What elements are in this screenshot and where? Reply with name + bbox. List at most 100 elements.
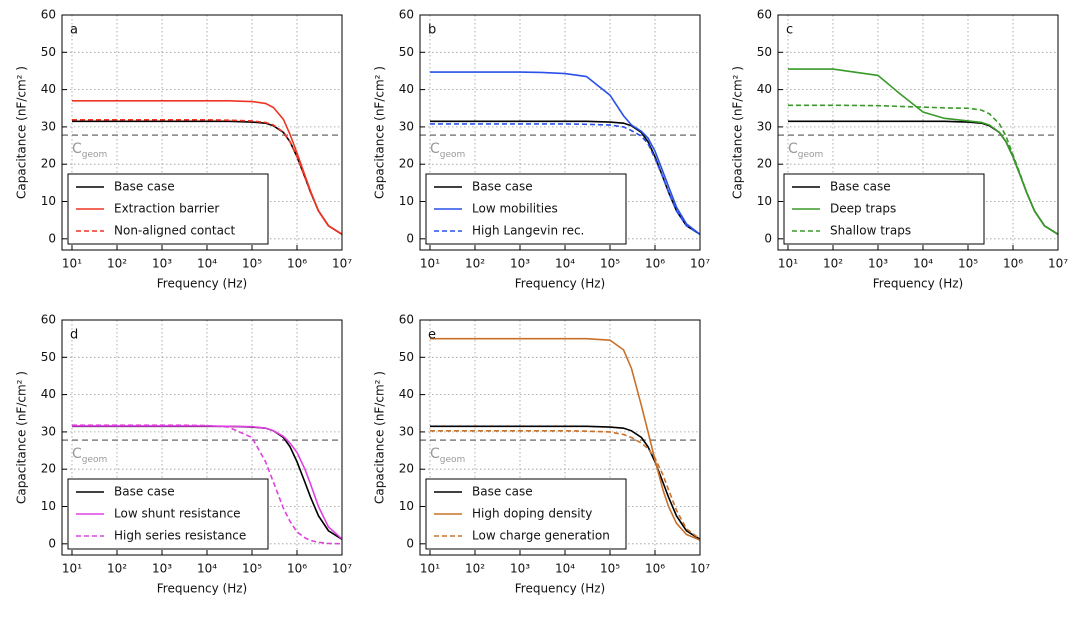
y-tick-label: 10 bbox=[399, 499, 414, 513]
y-axis-label: Capacitance (nF/cm² ) bbox=[15, 66, 29, 199]
series-line bbox=[429, 337, 701, 541]
y-tick-label: 60 bbox=[41, 313, 56, 327]
y-tick-label: 50 bbox=[41, 45, 56, 59]
x-tick-label: 10⁴ bbox=[197, 257, 217, 271]
panel: 10¹ 10² 10³ 10⁴ 10⁵ 10⁶ 10⁷ 0 10 20 30 40 50 60 Cgeom d… bbox=[15, 313, 353, 596]
x-tick-label: 10³ bbox=[868, 257, 888, 271]
y-tick-label: 60 bbox=[399, 8, 414, 22]
y-axis-label: Capacitance (nF/cm² ) bbox=[15, 371, 29, 504]
series-line bbox=[429, 429, 701, 540]
legend-label: Low shunt resistance bbox=[114, 507, 241, 521]
legend-label: Base case bbox=[472, 485, 533, 499]
y-tick-label: 60 bbox=[757, 8, 772, 22]
panel-label: e bbox=[428, 328, 436, 343]
legend-label: Shallow traps bbox=[830, 224, 911, 238]
y-axis-label: Capacitance (nF/cm² ) bbox=[373, 66, 387, 199]
x-axis-label: Frequency (Hz) bbox=[873, 277, 964, 291]
plot-frame bbox=[419, 319, 701, 556]
annotation-text: C bbox=[72, 446, 82, 462]
plot-frame bbox=[777, 14, 1059, 251]
y-tick-label: 20 bbox=[399, 157, 414, 171]
x-tick-label: 10⁶ bbox=[287, 562, 307, 576]
y-tick-label: 10 bbox=[757, 194, 772, 208]
panel-label: c bbox=[786, 23, 793, 38]
annotation: Cgeom bbox=[430, 141, 465, 160]
y-tick-label: 20 bbox=[41, 462, 56, 476]
x-tick-label: 10¹ bbox=[62, 562, 82, 576]
x-tick-label: 10⁴ bbox=[555, 562, 575, 576]
y-tick-label: 40 bbox=[757, 82, 772, 96]
y-tick-label: 10 bbox=[399, 194, 414, 208]
x-tick-label: 10³ bbox=[510, 257, 530, 271]
panel: 10¹ 10² 10³ 10⁴ 10⁵ 10⁶ 10⁷ 0 10 20 30 40 50 60 Cgeom a… bbox=[15, 8, 353, 291]
x-tick-label: 10² bbox=[107, 562, 127, 576]
x-tick-label: 10⁷ bbox=[690, 257, 710, 271]
x-tick-label: 10⁵ bbox=[600, 562, 620, 576]
panel: 10¹ 10² 10³ 10⁴ 10⁵ 10⁶ 10⁷ 0 10 20 30 40 50 60 Cgeom c… bbox=[731, 8, 1069, 291]
annotation-subscript: geom bbox=[82, 150, 108, 160]
x-tick-label: 10⁶ bbox=[645, 562, 665, 576]
y-tick-label: 20 bbox=[41, 157, 56, 171]
y-tick-label: 0 bbox=[48, 231, 56, 245]
x-tick-label: 10⁶ bbox=[645, 257, 665, 271]
annotation: Cgeom bbox=[430, 446, 465, 465]
annotation: Cgeom bbox=[72, 141, 107, 160]
series-line bbox=[429, 71, 701, 235]
x-tick-label: 10³ bbox=[152, 257, 172, 271]
x-tick-label: 10² bbox=[465, 562, 485, 576]
x-tick-label: 10⁴ bbox=[913, 257, 933, 271]
y-tick-label: 40 bbox=[41, 387, 56, 401]
panel-label: b bbox=[428, 23, 436, 38]
y-tick-label: 50 bbox=[757, 45, 772, 59]
legend-label: High series resistance bbox=[114, 529, 246, 543]
x-tick-label: 10² bbox=[465, 257, 485, 271]
y-tick-label: 30 bbox=[399, 119, 414, 133]
x-tick-label: 10⁷ bbox=[1048, 257, 1068, 271]
x-tick-label: 10⁴ bbox=[197, 562, 217, 576]
panel: 10¹ 10² 10³ 10⁴ 10⁵ 10⁶ 10⁷ 0 10 20 30 40 50 60 Cgeom e… bbox=[373, 313, 711, 596]
x-axis-label: Frequency (Hz) bbox=[157, 277, 248, 291]
annotation-subscript: geom bbox=[798, 150, 824, 160]
legend-label: Base case bbox=[114, 180, 175, 194]
x-tick-label: 10⁵ bbox=[958, 257, 978, 271]
x-axis-label: Frequency (Hz) bbox=[515, 277, 606, 291]
y-tick-label: 20 bbox=[757, 157, 772, 171]
y-tick-label: 0 bbox=[764, 231, 772, 245]
legend-label: High Langevin rec. bbox=[472, 224, 584, 238]
y-axis-label: Capacitance (nF/cm² ) bbox=[373, 371, 387, 504]
y-tick-label: 60 bbox=[399, 313, 414, 327]
x-tick-label: 10¹ bbox=[420, 257, 440, 271]
legend-label: Low charge generation bbox=[472, 529, 610, 543]
panel-label: d bbox=[70, 328, 78, 343]
x-tick-label: 10⁶ bbox=[287, 257, 307, 271]
x-tick-label: 10¹ bbox=[62, 257, 82, 271]
y-tick-label: 50 bbox=[41, 350, 56, 364]
series-line bbox=[429, 123, 701, 236]
y-tick-label: 10 bbox=[41, 499, 56, 513]
x-tick-label: 10⁶ bbox=[1003, 257, 1023, 271]
panel: 10¹ 10² 10³ 10⁴ 10⁵ 10⁶ 10⁷ 0 10 20 30 40 50 60 Cgeom b… bbox=[373, 8, 711, 291]
annotation: Cgeom bbox=[72, 446, 107, 465]
x-tick-label: 10³ bbox=[152, 562, 172, 576]
y-tick-label: 20 bbox=[399, 462, 414, 476]
legend-label: High doping density bbox=[472, 507, 592, 521]
x-tick-label: 10³ bbox=[510, 562, 530, 576]
y-tick-label: 30 bbox=[757, 119, 772, 133]
y-tick-label: 50 bbox=[399, 350, 414, 364]
x-tick-label: 10² bbox=[823, 257, 843, 271]
plot-frame bbox=[61, 14, 343, 251]
legend-label: Base case bbox=[472, 180, 533, 194]
x-axis-label: Frequency (Hz) bbox=[157, 582, 248, 596]
x-tick-label: 10⁵ bbox=[242, 257, 262, 271]
annotation-subscript: geom bbox=[440, 150, 466, 160]
x-tick-label: 10⁵ bbox=[600, 257, 620, 271]
series-line bbox=[71, 99, 343, 236]
annotation-text: C bbox=[72, 141, 82, 157]
y-tick-label: 30 bbox=[399, 424, 414, 438]
annotation-text: C bbox=[788, 141, 798, 157]
y-tick-label: 10 bbox=[41, 194, 56, 208]
series-line bbox=[71, 119, 343, 236]
series-line bbox=[787, 104, 1059, 236]
y-tick-label: 40 bbox=[399, 387, 414, 401]
annotation-subscript: geom bbox=[440, 455, 466, 465]
